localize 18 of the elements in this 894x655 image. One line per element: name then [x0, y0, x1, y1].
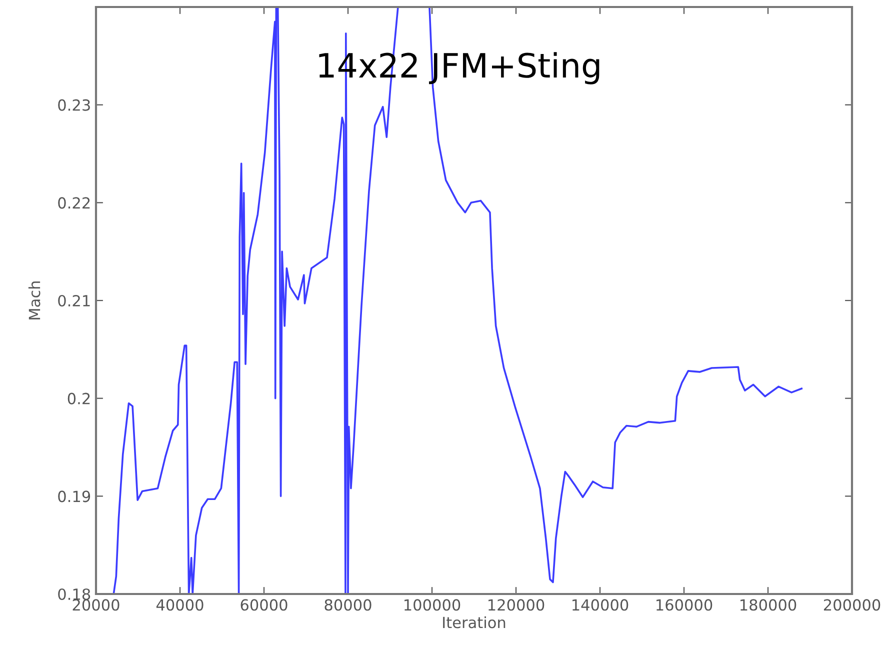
y-tick-label: 0.22: [58, 197, 90, 209]
y-tick-label: 0.19: [58, 490, 90, 502]
x-tick-label: 160000: [656, 599, 712, 611]
y-axis-title: Mach: [28, 281, 40, 320]
y-tick-label: 0.2: [68, 392, 90, 404]
x-tick-label: 40000: [156, 599, 204, 611]
x-axis-title: Iteration: [443, 616, 506, 628]
x-tick-label: 60000: [240, 599, 288, 611]
x-tick-label: 100000: [404, 599, 460, 611]
x-tick-label: 80000: [324, 599, 372, 611]
x-tick-label: 200000: [824, 599, 880, 611]
x-tick-label: 140000: [572, 599, 628, 611]
y-tick-label: 0.18: [58, 588, 90, 600]
x-tick-label: 180000: [740, 599, 796, 611]
y-tick-label: 0.21: [58, 294, 90, 307]
x-tick-label: 20000: [72, 599, 120, 611]
y-tick-label: 0.23: [58, 99, 90, 111]
x-tick-label: 120000: [488, 599, 544, 611]
